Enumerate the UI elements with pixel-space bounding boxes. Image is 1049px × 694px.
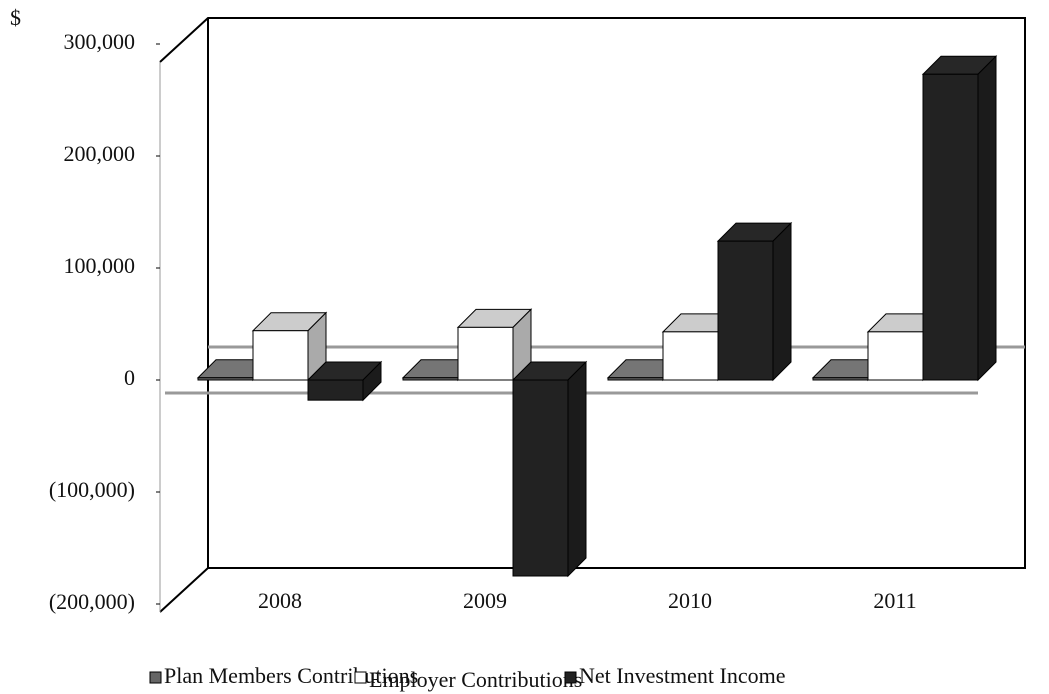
legend-swatch [564,671,577,684]
bar [456,308,533,382]
x-tick-label: 2010 [668,588,712,613]
bar-side [567,360,587,578]
bar [716,221,793,382]
y-tick-label: 200,000 [64,141,136,166]
bar-front [402,377,459,381]
x-tick-label: 2009 [463,588,507,613]
y-tick-label: 100,000 [64,253,136,278]
bar-front [662,331,719,381]
y-tick-label: (100,000) [49,477,135,502]
legend-label: Plan Members Contributions [164,663,418,688]
x-tick-label: 2011 [873,588,916,613]
x-tick-label: 2008 [258,588,302,613]
bar [306,360,383,402]
bar-front [457,326,514,381]
bar [511,360,588,578]
bar-front [867,331,924,381]
bar-front [252,330,309,381]
y-tick-label: (200,000) [49,589,135,614]
bar-front [197,377,254,381]
legend-swatch [354,671,367,684]
legend-label: Employer Contributions [369,667,582,692]
bar-side [772,221,792,382]
currency-symbol: $ [10,5,21,30]
y-tick-label: 300,000 [64,29,136,54]
bar-front [607,377,664,381]
bar [251,311,328,382]
bar-front [512,379,569,577]
bar-front [307,379,364,401]
bar [921,55,998,382]
bar-side [977,55,997,382]
bar-front [922,73,979,381]
bar-front [717,240,774,381]
legend-label: Net Investment Income [579,663,786,688]
y-tick-label: 0 [124,365,135,390]
legend-swatch [149,671,162,684]
bar-front [812,377,869,381]
